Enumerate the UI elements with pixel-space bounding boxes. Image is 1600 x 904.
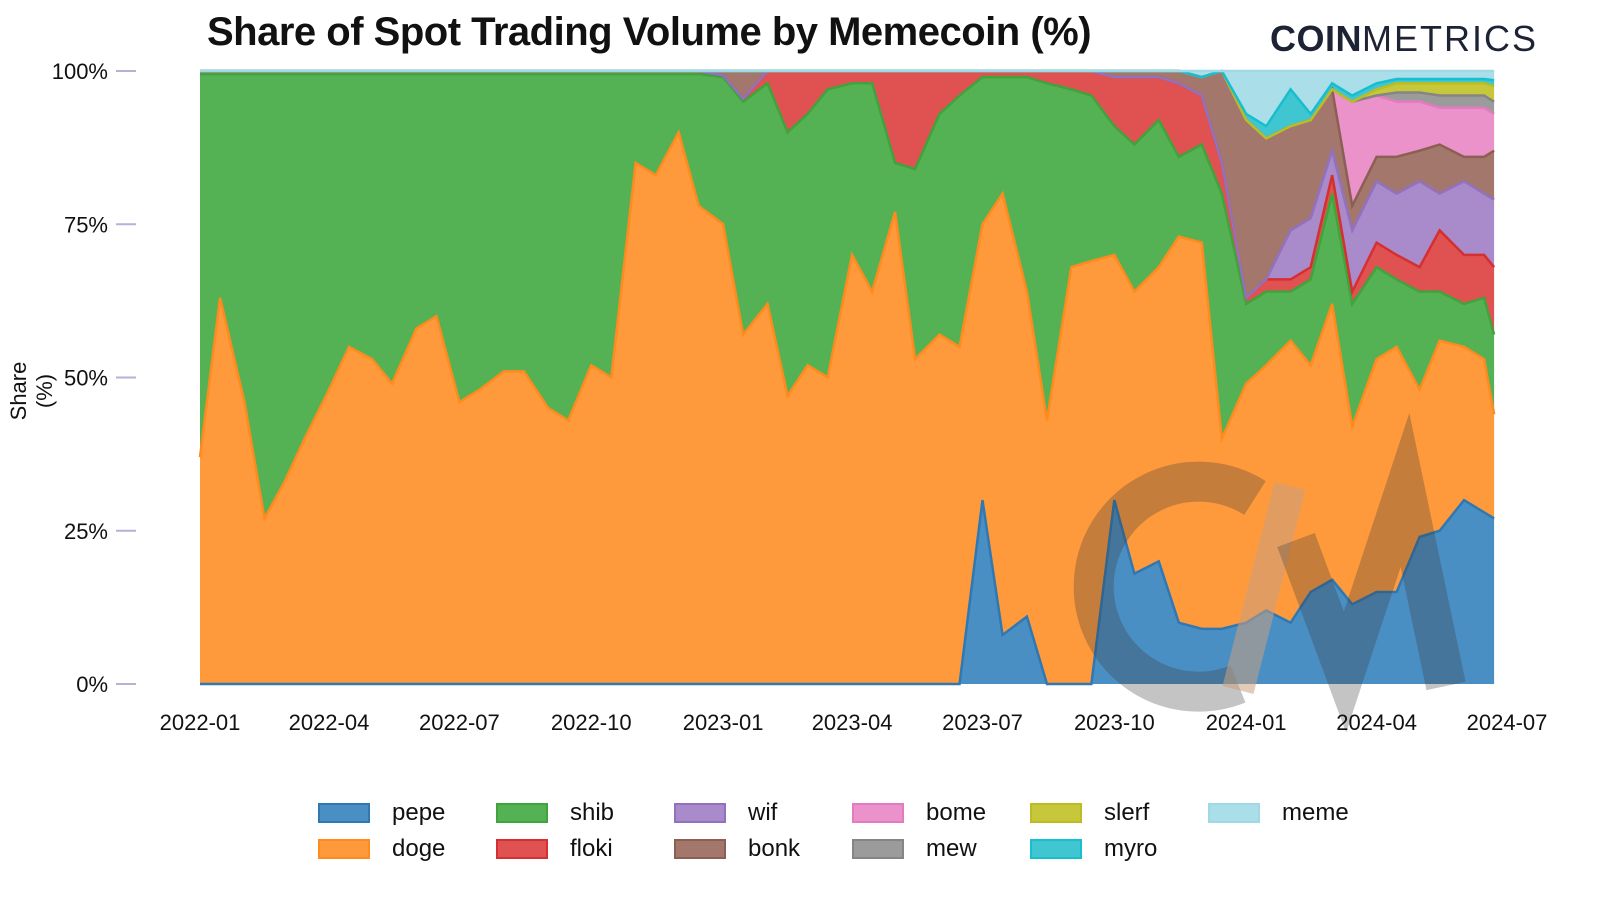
legend-label: doge: [392, 835, 446, 862]
legend-label: pepe: [392, 799, 446, 826]
x-tick-label: 2022-04: [289, 710, 370, 735]
watermark-c: [1073, 461, 1266, 712]
legend-label: meme: [1282, 799, 1349, 826]
x-tick-label: 2024-04: [1336, 710, 1417, 735]
legend-swatch: [318, 803, 370, 823]
line-shib: [200, 72, 1496, 335]
legend-swatch: [674, 839, 726, 859]
legend-label: wif: [748, 799, 778, 826]
y-tick-label: 0%: [76, 672, 108, 697]
coinmetrics-logo: COINMETRICS: [1270, 18, 1538, 60]
cm-watermark: [1073, 413, 1466, 733]
legend-swatch: [496, 803, 548, 823]
legend-item-mew[interactable]: mew: [852, 835, 1030, 862]
x-tick-label: 2023-07: [942, 710, 1023, 735]
legend-item-slerf[interactable]: slerf: [1030, 799, 1208, 826]
x-axis: 2022-01 2022-04 2022-07 2022-10 2023-01 2023-…: [160, 710, 1548, 735]
legend-label: bonk: [748, 835, 801, 862]
legend-item-meme[interactable]: meme: [1208, 799, 1386, 826]
x-tick-label: 2024-01: [1206, 710, 1287, 735]
watermark-slash: [1222, 482, 1306, 694]
areas-layer: [198, 69, 1496, 686]
line-doge: [198, 128, 1496, 523]
x-tick-label: 2023-04: [812, 710, 893, 735]
area-floki: [200, 71, 1495, 335]
legend-item-shib[interactable]: shib: [496, 799, 674, 826]
legend-label: floki: [570, 835, 613, 862]
y-tick-label: 50%: [64, 366, 108, 391]
chart-title: Share of Spot Trading Volume by Memecoin…: [207, 10, 1092, 54]
legend-label: mew: [926, 835, 977, 862]
logo-bold-text: COIN: [1270, 18, 1362, 59]
x-tick-label: 2023-10: [1074, 710, 1155, 735]
area-bonk: [200, 71, 1495, 298]
legend-label: bome: [926, 799, 987, 826]
legend-swatch: [318, 839, 370, 859]
legend-label: slerf: [1104, 799, 1150, 826]
y-tick-label: 25%: [64, 519, 108, 544]
y-tick-label: 100%: [52, 59, 108, 84]
x-tick-label: 2023-01: [683, 710, 764, 735]
legend-swatch: [852, 839, 904, 859]
legend-item-wif[interactable]: wif: [674, 799, 852, 826]
legend-swatch: [1030, 803, 1082, 823]
legend-swatch: [496, 839, 548, 859]
x-tick-label: 2024-07: [1467, 710, 1548, 735]
area-pepe: [200, 500, 1495, 684]
legend-label: myro: [1104, 835, 1158, 862]
legend-swatch: [1208, 803, 1260, 823]
legend-label: shib: [570, 799, 615, 826]
legend-swatch: [852, 803, 904, 823]
legend: pepe shib wif bome slerf meme doge floki bonk mew…: [318, 799, 1386, 862]
logo-light-text: METRICS: [1362, 18, 1538, 59]
legend-item-bome[interactable]: bome: [852, 799, 1030, 826]
area-shib: [200, 74, 1495, 519]
x-tick-label: 2022-10: [551, 710, 632, 735]
line-pepe: [200, 498, 1495, 686]
legend-swatch: [1030, 839, 1082, 859]
x-tick-label: 2022-07: [419, 710, 500, 735]
legend-item-doge[interactable]: doge: [318, 835, 496, 862]
legend-item-pepe[interactable]: pepe: [318, 799, 496, 826]
y-tick-label: 75%: [64, 212, 108, 237]
legend-swatch: [674, 803, 726, 823]
area-doge: [200, 132, 1495, 685]
legend-item-myro[interactable]: myro: [1030, 835, 1208, 862]
x-tick-label: 2022-01: [160, 710, 241, 735]
legend-item-floki[interactable]: floki: [496, 835, 674, 862]
watermark-m: [1277, 413, 1466, 733]
y-axis: 0% 25% 50% 75% 100%: [52, 59, 136, 697]
legend-item-bonk[interactable]: bonk: [674, 835, 852, 862]
area-meme: [200, 71, 1495, 127]
